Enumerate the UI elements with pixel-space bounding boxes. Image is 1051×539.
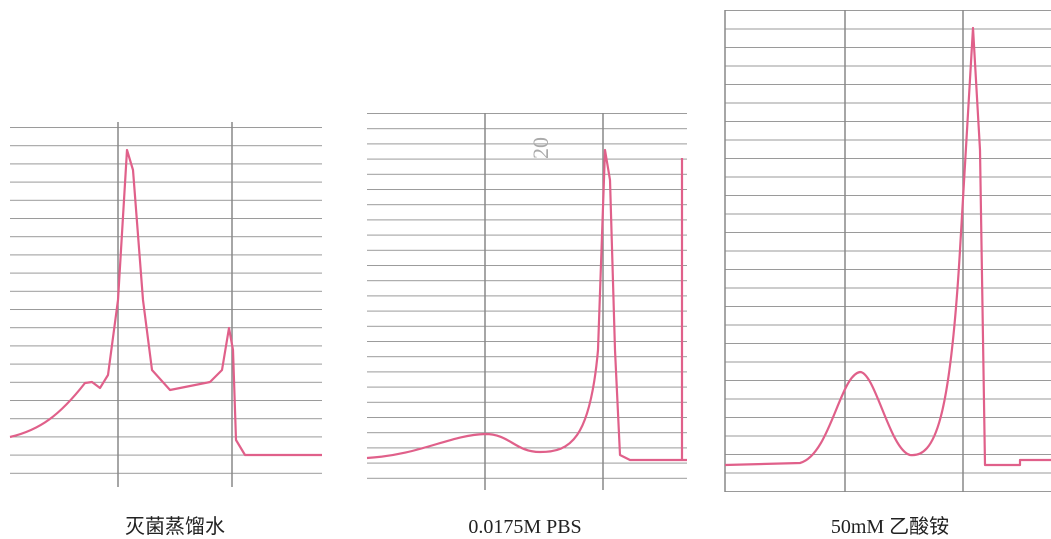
- panel-1: 灭菌蒸馏水: [10, 122, 322, 538]
- caption: 0.0175M PBS: [468, 516, 581, 538]
- page: {"panels": [{"caption": "灭菌蒸馏水"}, {"capt…: [0, 0, 1051, 539]
- grid: [367, 113, 687, 490]
- caption: 灭菌蒸馏水: [125, 515, 225, 538]
- caption: 50mM 乙酸铵: [831, 515, 949, 538]
- panel-3: 50mM 乙酸铵: [725, 10, 1051, 538]
- panel-2: 20 0.0175M PBS: [367, 113, 687, 538]
- figure: 灭菌蒸馏水 20 0.0175M PBS 50mM 乙酸铵: [0, 0, 1051, 539]
- grid: [10, 127, 322, 487]
- grid: [725, 10, 1051, 492]
- annotation: 20: [528, 137, 553, 159]
